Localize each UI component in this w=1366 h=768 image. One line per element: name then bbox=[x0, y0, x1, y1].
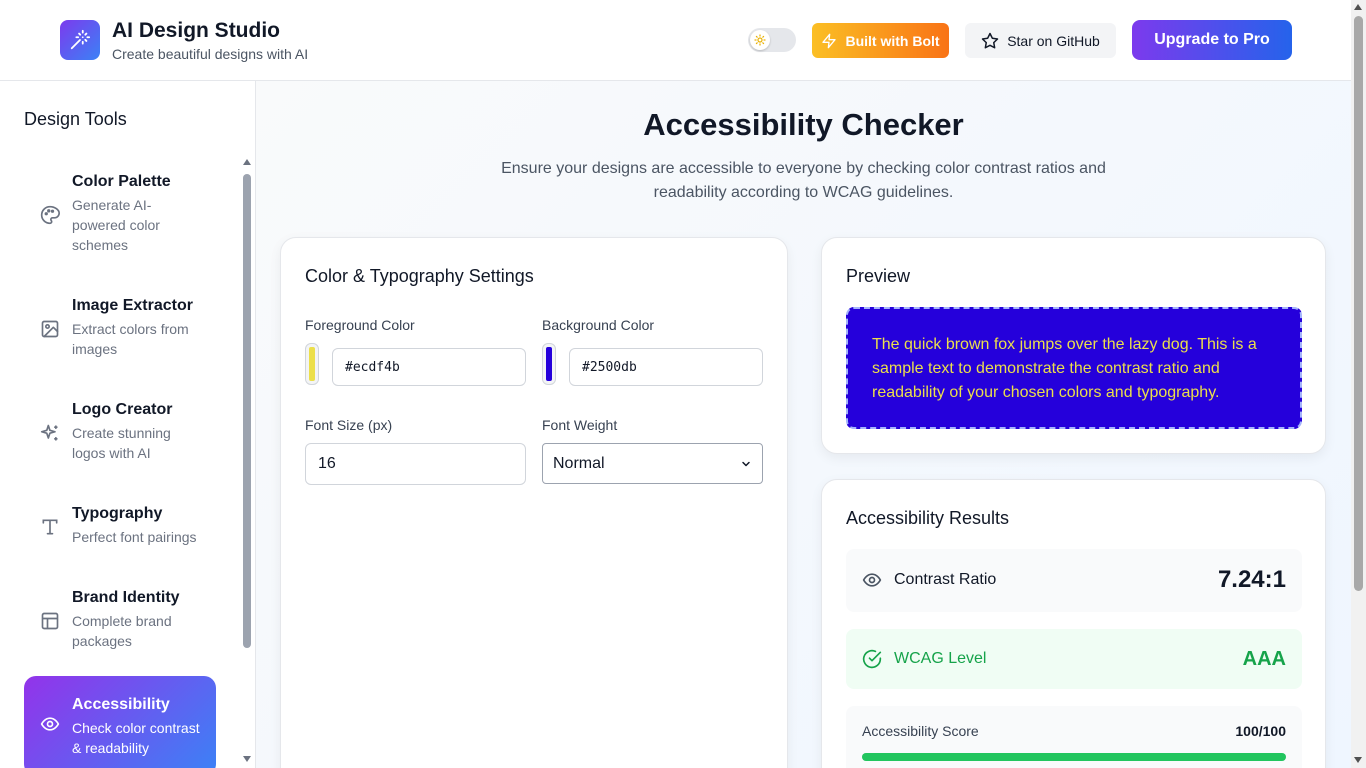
wcag-label: WCAG Level bbox=[894, 650, 987, 667]
preview-sample-text: The quick brown fox jumps over the lazy … bbox=[846, 307, 1302, 429]
contrast-value: 7.24:1 bbox=[1217, 566, 1286, 593]
scroll-up-arrow[interactable] bbox=[243, 159, 251, 165]
app-subtitle: Create beautiful designs with AI bbox=[112, 46, 309, 62]
star-icon bbox=[981, 32, 999, 48]
sidebar-item-brand-identity[interactable]: Brand Identity Complete brand packages bbox=[24, 589, 216, 659]
lightning-icon bbox=[822, 33, 837, 48]
sidebar-item-logo-creator[interactable]: Logo Creator Create stunning logos with … bbox=[24, 401, 216, 471]
foreground-color-picker[interactable] bbox=[305, 343, 319, 385]
foreground-hex-input[interactable]: #ecdf4b bbox=[332, 348, 526, 386]
sparkles-icon bbox=[40, 424, 58, 441]
sidebar-item-accessibility[interactable]: Accessibility Check color contrast & rea… bbox=[24, 676, 216, 768]
score-label: Accessibility Score bbox=[862, 723, 979, 739]
score-progress-fill bbox=[862, 753, 1286, 761]
bolt-label: Built with Bolt bbox=[845, 32, 940, 49]
score-value: 100/100 bbox=[1235, 723, 1286, 739]
sidebar-item-label: Image Extractor bbox=[72, 297, 193, 314]
magic-wand-icon bbox=[70, 29, 91, 50]
app-logo bbox=[60, 20, 100, 60]
image-icon bbox=[41, 320, 59, 338]
app-title: AI Design Studio bbox=[112, 19, 280, 42]
preview-card: Preview The quick brown fox jumps over t… bbox=[821, 237, 1326, 454]
font-weight-select[interactable]: Normal bbox=[542, 443, 763, 484]
upgrade-pro-button[interactable]: Upgrade to Pro bbox=[1132, 20, 1292, 60]
background-color-picker[interactable] bbox=[542, 343, 556, 385]
preview-title: Preview bbox=[846, 266, 911, 286]
settings-title: Color & Typography Settings bbox=[305, 266, 534, 286]
app-header: AI Design Studio Create beautiful design… bbox=[0, 0, 1351, 81]
sidebar-item-desc: Create stunning logos with AI bbox=[72, 425, 171, 461]
font-weight-label: Font Weight bbox=[542, 417, 618, 433]
results-card: Accessibility Results Contrast Ratio 7.2… bbox=[821, 479, 1326, 768]
wcag-value: AAA bbox=[1242, 648, 1286, 670]
sidebar-item-desc: Perfect font pairings bbox=[72, 529, 197, 545]
palette-icon bbox=[40, 205, 60, 225]
font-size-label: Font Size (px) bbox=[305, 417, 393, 433]
page-scrollbar[interactable] bbox=[1351, 0, 1366, 768]
sidebar-item-image-extractor[interactable]: Image Extractor Extract colors from imag… bbox=[24, 297, 216, 367]
accessibility-score-row: Accessibility Score 100/100 bbox=[846, 706, 1302, 768]
page-title: Accessibility Checker bbox=[643, 107, 964, 142]
page-scroll-down-arrow[interactable] bbox=[1354, 757, 1362, 763]
foreground-label: Foreground Color bbox=[305, 317, 415, 333]
page-scroll-up-arrow[interactable] bbox=[1354, 4, 1362, 10]
sidebar-item-desc: Generate AI-powered color schemes bbox=[72, 197, 160, 253]
sidebar-item-label: Typography bbox=[72, 505, 163, 522]
sidebar-item-typography[interactable]: Typography Perfect font pairings bbox=[24, 505, 216, 555]
contrast-label: Contrast Ratio bbox=[894, 571, 997, 588]
type-icon bbox=[42, 519, 58, 535]
sun-icon bbox=[754, 34, 766, 46]
check-circle-icon bbox=[862, 649, 882, 669]
layout-icon bbox=[41, 612, 59, 630]
background-swatch bbox=[546, 347, 552, 381]
score-progress-bar bbox=[862, 753, 1286, 761]
scroll-down-arrow[interactable] bbox=[243, 756, 251, 762]
scroll-thumb[interactable] bbox=[243, 174, 251, 648]
sidebar-item-desc: Complete brand packages bbox=[72, 613, 172, 649]
sidebar-item-color-palette[interactable]: Color Palette Generate AI-powered color … bbox=[24, 173, 216, 263]
wcag-level-row: WCAG Level AAA bbox=[846, 629, 1302, 689]
contrast-ratio-row: Contrast Ratio 7.24:1 bbox=[846, 549, 1302, 612]
background-hex-input[interactable]: #2500db bbox=[569, 348, 763, 386]
built-with-bolt-button[interactable]: Built with Bolt bbox=[812, 23, 949, 58]
sidebar-item-desc: Extract colors from images bbox=[72, 321, 189, 357]
eye-icon bbox=[40, 717, 60, 731]
github-label: Star on GitHub bbox=[1007, 32, 1100, 49]
chevron-down-icon bbox=[742, 461, 750, 466]
toggle-knob bbox=[750, 30, 770, 50]
sidebar-scrollbar[interactable] bbox=[240, 159, 254, 768]
font-weight-value: Normal bbox=[553, 454, 605, 472]
page-scroll-thumb[interactable] bbox=[1354, 16, 1363, 591]
sidebar-title: Design Tools bbox=[24, 109, 127, 129]
results-title: Accessibility Results bbox=[846, 508, 1010, 528]
font-size-input[interactable]: 16 bbox=[305, 443, 526, 485]
sidebar-item-desc: Check color contrast & readability bbox=[72, 720, 200, 756]
main-content: Accessibility Checker Ensure your design… bbox=[256, 81, 1351, 768]
settings-card: Color & Typography Settings Foreground C… bbox=[280, 237, 788, 768]
sidebar-item-label: Logo Creator bbox=[72, 401, 173, 418]
foreground-swatch bbox=[309, 347, 315, 381]
star-github-button[interactable]: Star on GitHub bbox=[965, 23, 1116, 58]
theme-toggle[interactable] bbox=[748, 28, 796, 52]
background-label: Background Color bbox=[542, 317, 655, 333]
sidebar-item-label: Color Palette bbox=[72, 173, 171, 190]
sidebar-item-label: Accessibility bbox=[72, 696, 170, 713]
sidebar: Design Tools Color Palette Generate AI-p… bbox=[0, 81, 256, 768]
page-subtitle: Ensure your designs are accessible to ev… bbox=[501, 160, 1106, 201]
eye-icon bbox=[862, 573, 882, 587]
sidebar-item-label: Brand Identity bbox=[72, 589, 180, 606]
